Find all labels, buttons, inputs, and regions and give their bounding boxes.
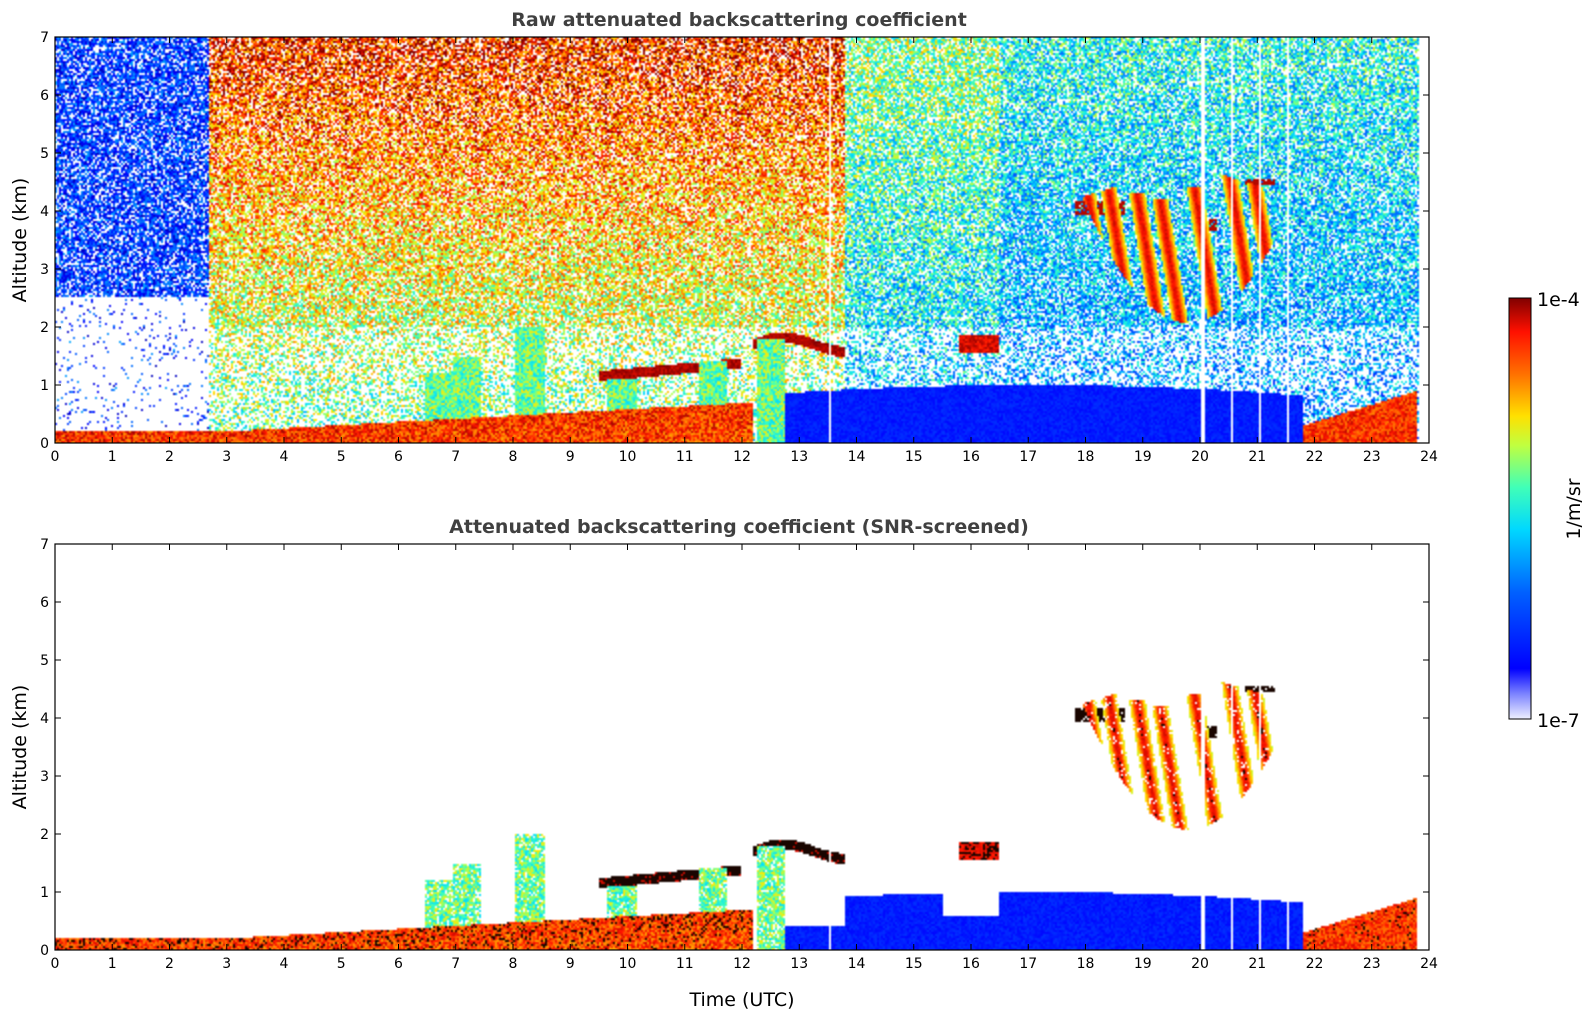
panel1-title: Raw attenuated backscattering coefficien… [511, 9, 967, 31]
x-tick-label: 7 [451, 449, 460, 465]
x-tick-label: 22 [1306, 956, 1324, 972]
x-tick-label: 20 [1191, 449, 1209, 465]
x-tick-label: 21 [1248, 956, 1266, 972]
x-tick-label: 24 [1420, 449, 1438, 465]
x-tick-label: 6 [394, 956, 403, 972]
x-tick-label: 16 [962, 956, 980, 972]
y-tick-label: 3 [40, 769, 49, 785]
x-tick-label: 8 [509, 956, 518, 972]
panel1-ylabel: Altitude (km) [9, 178, 31, 303]
x-tick-label: 15 [905, 449, 923, 465]
x-tick-label: 13 [790, 449, 808, 465]
y-tick-label: 6 [40, 88, 49, 104]
x-tick-label: 5 [337, 956, 346, 972]
colorbar-min-label: 1e-7 [1537, 710, 1580, 732]
x-tick-label: 11 [676, 956, 694, 972]
y-tick-label: 5 [40, 146, 49, 162]
x-tick-label: 24 [1420, 956, 1438, 972]
x-tick-label: 14 [848, 956, 866, 972]
y-tick-label: 2 [40, 320, 49, 336]
y-tick-label: 1 [40, 378, 49, 394]
x-tick-label: 12 [733, 956, 751, 972]
x-tick-label: 9 [566, 449, 575, 465]
x-tick-label: 18 [1077, 449, 1095, 465]
x-tick-label: 15 [905, 956, 923, 972]
x-tick-label: 1 [108, 449, 117, 465]
x-tick-label: 20 [1191, 956, 1209, 972]
y-tick-label: 6 [40, 595, 49, 611]
x-tick-label: 23 [1363, 956, 1381, 972]
x-tick-label: 17 [1019, 956, 1037, 972]
panel2-axes: 0 1 2 3 4 5 6 7 8 9 10 11 12 13 14 15 16 17 18 19 20 21 22 23 24… [40, 537, 1438, 972]
x-tick-label: 3 [222, 956, 231, 972]
x-tick-label: 23 [1363, 449, 1381, 465]
panel2-heatmap [55, 544, 1429, 950]
x-tick-label: 10 [619, 449, 637, 465]
x-tick-label: 22 [1306, 449, 1324, 465]
x-tick-label: 7 [451, 956, 460, 972]
x-tick-label: 11 [676, 449, 694, 465]
x-tick-label: 0 [51, 449, 60, 465]
x-tick-label: 6 [394, 449, 403, 465]
x-tick-label: 9 [566, 956, 575, 972]
x-tick-label: 2 [165, 449, 174, 465]
x-tick-label: 21 [1248, 449, 1266, 465]
y-tick-label: 4 [40, 711, 49, 727]
x-tick-label: 4 [280, 956, 289, 972]
x-tick-label: 4 [280, 449, 289, 465]
y-tick-label: 3 [40, 262, 49, 278]
x-tick-label: 1 [108, 956, 117, 972]
x-tick-label: 10 [619, 956, 637, 972]
colorbar [1508, 297, 1532, 720]
y-tick-label: 5 [40, 653, 49, 669]
x-tick-label: 0 [51, 956, 60, 972]
x-tick-label: 19 [1134, 956, 1152, 972]
y-tick-label: 4 [40, 204, 49, 220]
panel1-axes: 0 1 2 3 4 5 6 7 8 9 10 11 12 13 14 15 16 17 18 19 20 21 22 23 24… [40, 30, 1438, 465]
panel1-heatmap [55, 37, 1429, 443]
y-tick-label: 1 [40, 885, 49, 901]
x-tick-label: 3 [222, 449, 231, 465]
x-tick-label: 14 [848, 449, 866, 465]
x-tick-label: 13 [790, 956, 808, 972]
x-tick-label: 5 [337, 449, 346, 465]
y-tick-label: 0 [40, 943, 49, 959]
y-tick-label: 7 [40, 30, 49, 46]
y-tick-label: 7 [40, 537, 49, 553]
colorbar-max-label: 1e-4 [1537, 289, 1580, 311]
x-tick-label: 2 [165, 956, 174, 972]
x-tick-label: 19 [1134, 449, 1152, 465]
panel2-ylabel: Altitude (km) [9, 685, 31, 810]
x-tick-label: 17 [1019, 449, 1037, 465]
panel2-title: Attenuated backscattering coefficient (S… [449, 516, 1029, 538]
x-tick-label: 12 [733, 449, 751, 465]
y-tick-label: 2 [40, 827, 49, 843]
panel2-xlabel: Time (UTC) [688, 989, 794, 1011]
x-tick-label: 16 [962, 449, 980, 465]
x-tick-label: 18 [1077, 956, 1095, 972]
colorbar-units-label: 1/m/sr [1563, 478, 1585, 539]
y-tick-label: 0 [40, 436, 49, 452]
x-tick-label: 8 [509, 449, 518, 465]
